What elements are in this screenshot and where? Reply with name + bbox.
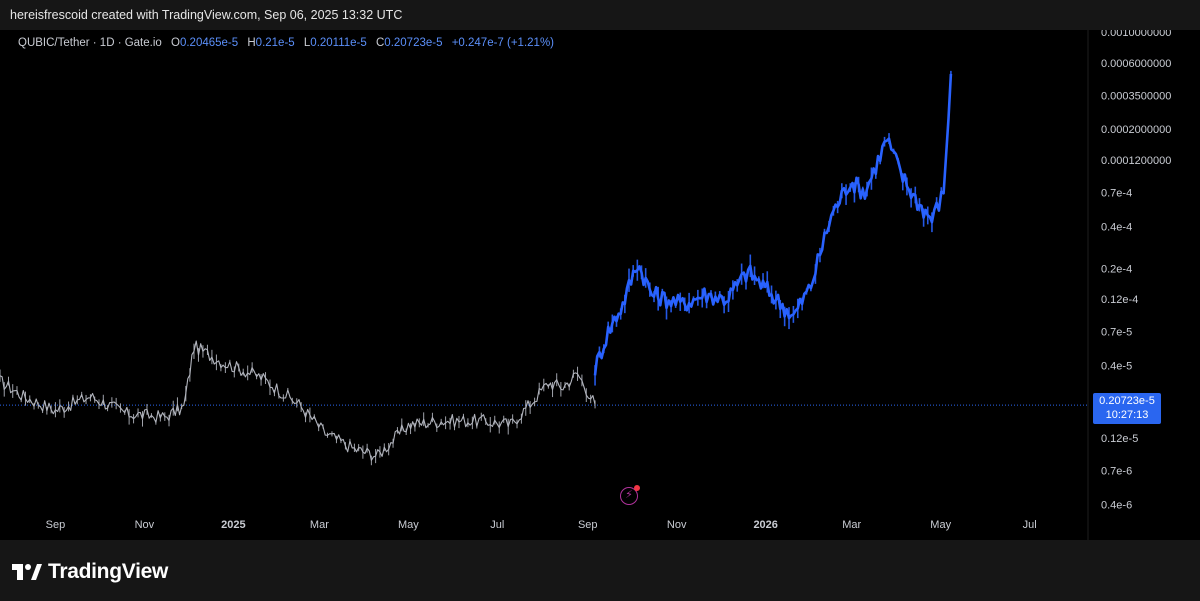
- x-tick-label: Mar: [310, 519, 329, 531]
- x-tick-label: 2026: [753, 519, 777, 531]
- change-value: +0.247e-7 (+1.21%): [451, 37, 554, 49]
- y-tick-label: 0.4e-4: [1101, 221, 1132, 233]
- lightning-event-icon[interactable]: ⚡: [620, 485, 640, 505]
- high-key: H: [247, 37, 256, 49]
- x-tick-label: 2025: [221, 519, 245, 531]
- x-tick-label: Jul: [490, 519, 504, 531]
- top-caption-bar: hereisfrescoid created with TradingView.…: [0, 0, 1200, 30]
- y-tick-label: 0.0003500000: [1101, 90, 1171, 102]
- close-key: C: [375, 37, 385, 49]
- low-value: 0.20111e-5: [310, 37, 367, 49]
- y-tick-label: 0.0006000000: [1101, 58, 1171, 70]
- candle-countdown: 10:27:13: [1105, 409, 1149, 421]
- tradingview-logo-icon: [12, 564, 42, 580]
- x-tick-label: Sep: [46, 519, 66, 531]
- historical-price-series: [0, 340, 596, 461]
- y-tick-label: 0.12e-5: [1101, 433, 1138, 445]
- chart-pane[interactable]: [0, 30, 1200, 540]
- low-key: L: [303, 37, 311, 49]
- price-chart[interactable]: 0.0010000000 0.0006000000 0.0003500000 0.00…: [0, 30, 1200, 540]
- y-tick-label: 0.0002000000: [1101, 124, 1171, 136]
- x-tick-label: Nov: [135, 519, 155, 531]
- brand-name: TradingView: [48, 560, 169, 583]
- y-tick-label: 0.0001200000: [1101, 155, 1171, 167]
- y-tick-label: 0.12e-4: [1101, 294, 1138, 306]
- y-tick-label: 0.4e-6: [1101, 500, 1132, 512]
- x-tick-label: Sep: [578, 519, 598, 531]
- tradingview-logo[interactable]: TradingView: [12, 560, 168, 584]
- y-tick-label: 0.0010000000: [1101, 30, 1171, 39]
- event-notification-dot: [634, 485, 640, 491]
- open-key: O: [171, 37, 180, 49]
- close-value: 0.20723e-5: [384, 37, 443, 49]
- y-tick-label: 0.4e-5: [1101, 360, 1132, 372]
- projected-price-series: [593, 73, 953, 376]
- x-tick-label: May: [398, 519, 419, 531]
- last-price-value: 0.20723e-5: [1099, 395, 1155, 407]
- high-value: 0.21e-5: [255, 37, 295, 49]
- y-tick-label: 0.7e-5: [1101, 327, 1132, 339]
- open-value: 0.20465e-5: [179, 37, 239, 49]
- x-tick-label: Nov: [667, 519, 687, 531]
- last-price-tag: 0.20723e-5 10:27:13: [1093, 393, 1161, 424]
- x-tick-label: May: [930, 519, 951, 531]
- ohlc-legend: QUBIC/Tether · 1D · Gate.io O0.20465e-5 …: [18, 37, 554, 49]
- symbol-label[interactable]: QUBIC/Tether · 1D · Gate.io: [18, 37, 162, 49]
- y-tick-label: 0.7e-6: [1101, 466, 1132, 478]
- footer-bar: TradingView: [0, 540, 1200, 601]
- attribution-caption: hereisfrescoid created with TradingView.…: [10, 8, 403, 22]
- y-tick-label: 0.2e-4: [1101, 263, 1132, 275]
- x-tick-label: Jul: [1023, 519, 1037, 531]
- y-tick-label: 0.7e-4: [1101, 188, 1132, 200]
- x-tick-label: Mar: [842, 519, 861, 531]
